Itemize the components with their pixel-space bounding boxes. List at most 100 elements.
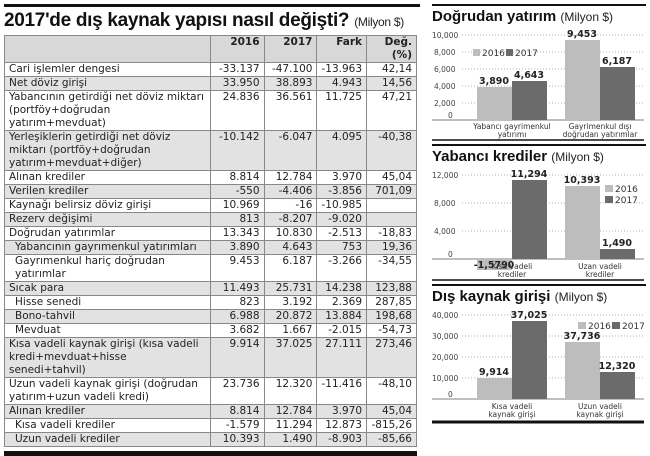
legend-2016: 2016 xyxy=(588,322,611,332)
cell-deg xyxy=(366,212,417,227)
cell-2017: 6.187 xyxy=(263,254,318,282)
legend-2016-swatch xyxy=(605,185,613,192)
cell-2017: -6.047 xyxy=(263,130,318,171)
divider xyxy=(432,4,646,6)
legend-2017-swatch xyxy=(605,196,613,203)
y-tick: 2,000 xyxy=(434,99,456,108)
cell-fark: 2.369 xyxy=(316,295,367,310)
table-row: Mevduat 3.682 1.667 -2.015 -54,73 xyxy=(4,323,417,338)
cell-2017: 38.893 xyxy=(263,76,318,91)
cell-deg: -85,66 xyxy=(366,432,417,447)
cell-2016: 13.343 xyxy=(209,226,265,241)
cell-2017: 25.731 xyxy=(263,281,318,296)
table-row: Doğrudan yatırımlar 13.343 10.830 -2.513 -18… xyxy=(4,226,417,241)
cell-fark: 13.884 xyxy=(316,309,367,324)
cell-2016: 6.988 xyxy=(209,309,265,324)
divider xyxy=(432,284,646,286)
chart-dogrudan-yatirim: Doğrudan yatırım (Milyon $) 10,000 8,000… xyxy=(432,4,646,144)
y-tick: 4,000 xyxy=(434,227,456,236)
category-label: yatırımı xyxy=(498,130,527,139)
data-label: -1,5790 xyxy=(474,260,515,271)
chart-title: Dış kaynak girişi (Milyon $) xyxy=(432,288,646,306)
table-row: Kısa vadeli kaynak girişi (kısa vadeli k… xyxy=(4,337,417,378)
y-tick: 20,000 xyxy=(432,353,458,362)
bar-2017 xyxy=(600,372,635,399)
cell-deg: 287,85 xyxy=(366,295,417,310)
cell-deg xyxy=(366,198,417,213)
cell-fark: -2.015 xyxy=(316,323,367,338)
row-label: Rezerv değişimi xyxy=(4,212,211,227)
bar-2017 xyxy=(600,67,635,120)
row-label: Net döviz girişi xyxy=(4,76,211,91)
cell-deg: -815,26 xyxy=(366,418,417,433)
table-row: Cari işlemler dengesi -33.137 -47.100 -13.9… xyxy=(4,62,417,77)
table-header: 2016 2017 Fark Değ. (%) xyxy=(4,35,417,63)
data-label: 12,320 xyxy=(599,361,636,372)
cell-deg: -34,55 xyxy=(366,254,417,282)
cell-2017: -47.100 xyxy=(263,62,318,77)
y-tick: 30,000 xyxy=(432,332,458,341)
chart-title-text: Dış kaynak girişi xyxy=(432,288,551,305)
table-title: 2017'de dış kaynak yapısı nasıl değişti?… xyxy=(4,10,420,33)
cell-fark: 27.111 xyxy=(316,337,367,378)
cell-fark: 4.095 xyxy=(316,130,367,171)
col-fark: Fark xyxy=(316,35,367,63)
bar-chart: 12,000 8,000 4,000 0 2016 2017 -1,5790 1… xyxy=(432,169,644,281)
legend-2016: 2016 xyxy=(615,185,638,195)
table-panel: 2017'de dış kaynak yapısı nasıl değişti?… xyxy=(4,4,420,456)
chart-dis-kaynak-girisi: Dış kaynak girişi (Milyon $) 40,000 30,0… xyxy=(432,284,646,424)
cell-2016: 8.814 xyxy=(209,404,265,419)
cell-deg: -40,38 xyxy=(366,130,417,171)
data-table: 2016 2017 Fark Değ. (%) Cari işlemler de… xyxy=(4,35,417,447)
cell-deg: 42,14 xyxy=(366,62,417,77)
legend-2017: 2017 xyxy=(622,322,645,332)
y-tick: 0 xyxy=(448,111,453,120)
row-label: Bono-tahvil xyxy=(4,309,211,324)
data-label: 9,914 xyxy=(479,367,509,378)
cell-fark: -3.856 xyxy=(316,184,367,199)
chart-title: Yabancı krediler (Milyon $) xyxy=(432,148,646,166)
cell-2017: 11.294 xyxy=(263,418,318,433)
col-label xyxy=(4,35,211,63)
cell-2016: 8.814 xyxy=(209,170,265,185)
cell-2016: -1.579 xyxy=(209,418,265,433)
chart-unit: (Milyon $) xyxy=(551,150,604,164)
row-label: Verilen krediler xyxy=(4,184,211,199)
bar-2016 xyxy=(565,186,600,259)
row-label: Doğrudan yatırımlar xyxy=(4,226,211,241)
row-label: Kısa vadeli kaynak girişi (kısa vadeli k… xyxy=(4,337,211,378)
data-label: 37,736 xyxy=(564,331,601,342)
table-row: Kaynağı belirsiz döviz girişi 10.969 -16 -1… xyxy=(4,198,417,213)
cell-deg: -54,73 xyxy=(366,323,417,338)
data-label: 3,890 xyxy=(479,76,509,87)
row-label: Gayrımenkul hariç doğrudan yatırımlar xyxy=(4,254,211,282)
cell-fark: 753 xyxy=(316,240,367,255)
cell-2017: 36.561 xyxy=(263,90,318,131)
bar-2016 xyxy=(477,87,512,120)
cell-2016: -550 xyxy=(209,184,265,199)
bar-2016 xyxy=(477,378,512,399)
table-row: Alınan krediler 8.814 12.784 3.970 45,04 xyxy=(4,404,417,419)
row-label: Cari işlemler dengesi xyxy=(4,62,211,77)
cell-deg: -18,83 xyxy=(366,226,417,241)
legend-2016-swatch xyxy=(578,322,586,329)
cell-2016: 3.890 xyxy=(209,240,265,255)
bar-chart: 10,000 8,000 6,000 4,000 2,000 0 2016 20… xyxy=(432,29,644,141)
cell-fark: 3.970 xyxy=(316,404,367,419)
cell-2017: 4.643 xyxy=(263,240,318,255)
table-row: Yabancının gayrımenkul yatırımları 3.890 4… xyxy=(4,240,417,255)
table-row: Yabancının getirdiği net döviz miktarı (… xyxy=(4,90,417,131)
cell-2016: 23.736 xyxy=(209,377,265,405)
legend-2017-swatch xyxy=(506,49,513,56)
cell-2016: 10.393 xyxy=(209,432,265,447)
cell-2017: 10.830 xyxy=(263,226,318,241)
cell-2017: 3.192 xyxy=(263,295,318,310)
row-label: Yerleşiklerin getirdiği net döviz miktar… xyxy=(4,130,211,171)
cell-fark: -13.963 xyxy=(316,62,367,77)
cell-deg: 47,21 xyxy=(366,90,417,131)
y-tick: 8,000 xyxy=(434,199,456,208)
cell-2016: 9.453 xyxy=(209,254,265,282)
cell-2016: 3.682 xyxy=(209,323,265,338)
col-deg: Değ. (%) xyxy=(366,35,417,63)
cell-deg: -48,10 xyxy=(366,377,417,405)
